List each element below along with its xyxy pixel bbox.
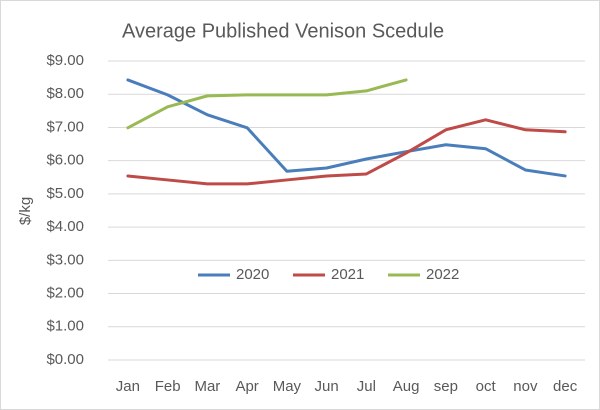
legend-label: 2020 — [236, 266, 269, 283]
y-tick-label: $5.00 — [46, 185, 84, 202]
y-axis-label: $/kg — [17, 197, 34, 225]
y-tick-label: $4.00 — [46, 218, 84, 235]
x-tick-label: Aug — [393, 378, 420, 395]
chart-title: Average Published Venison Scedule — [122, 20, 444, 42]
series-line — [126, 78, 567, 178]
x-tick-label: Feb — [155, 378, 181, 395]
legend-label: 2022 — [426, 266, 459, 283]
x-tick-label: Apr — [235, 378, 258, 395]
x-tick-label: Jun — [315, 378, 339, 395]
x-tick-label: oct — [476, 378, 497, 395]
legend-label: 2021 — [331, 266, 364, 283]
x-tick-label: Jan — [116, 378, 140, 395]
y-tick-label: $6.00 — [46, 152, 84, 169]
x-tick-label: Mar — [194, 378, 220, 395]
y-tick-label: $1.00 — [46, 318, 84, 335]
series-line — [126, 118, 567, 186]
x-tick-label: dec — [553, 378, 578, 395]
y-tick-label: $8.00 — [46, 85, 84, 102]
y-tick-label: $2.00 — [46, 285, 84, 302]
y-tick-label: $0.00 — [46, 351, 84, 368]
x-tick-label: May — [273, 378, 302, 395]
x-tick-label: nov — [513, 378, 538, 395]
series-line — [126, 78, 408, 130]
y-tick-label: $7.00 — [46, 118, 84, 135]
x-tick-label: Jul — [357, 378, 376, 395]
x-tick-label: sep — [434, 378, 458, 395]
y-tick-label: $9.00 — [46, 52, 84, 69]
y-tick-label: $3.00 — [46, 251, 84, 268]
